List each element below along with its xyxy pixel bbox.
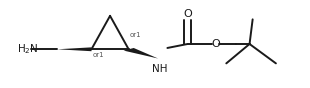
Polygon shape — [57, 47, 91, 51]
Text: O: O — [211, 39, 220, 49]
Text: NH: NH — [152, 64, 167, 74]
Text: H$_2$N: H$_2$N — [17, 42, 39, 56]
Polygon shape — [124, 48, 158, 59]
Text: or1: or1 — [130, 32, 141, 38]
Text: or1: or1 — [92, 52, 104, 58]
Text: O: O — [183, 9, 192, 19]
